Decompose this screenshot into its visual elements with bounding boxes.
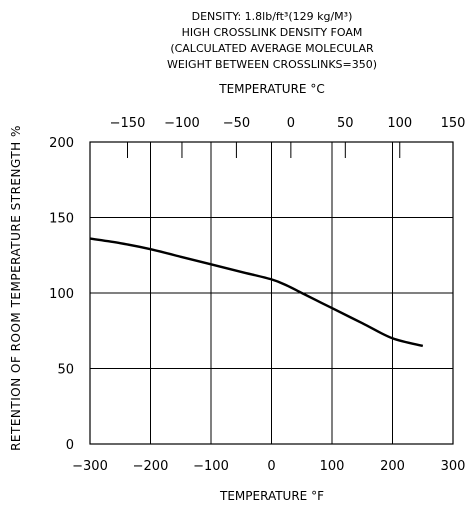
- y-axis-label: RETENTION OF ROOM TEMPERATURE STRENGTH %: [9, 125, 23, 451]
- grid: [89, 141, 454, 445]
- x-tick-label: 200: [380, 459, 405, 474]
- y-tick-label: 150: [49, 212, 74, 227]
- x-tick-label: 100: [320, 459, 345, 474]
- y-tick-label: 100: [49, 287, 74, 302]
- title-line-2: HIGH CROSSLINK DENSITY FOAM: [182, 26, 363, 39]
- top-tick-label: −150: [110, 116, 146, 131]
- top-tick-label: 150: [441, 116, 466, 131]
- series: [89, 237, 424, 348]
- x-tick-label: −100: [193, 459, 229, 474]
- title-line-3: (CALCULATED AVERAGE MOLECULAR: [170, 42, 374, 55]
- top-axis-label: TEMPERATURE °C: [218, 82, 324, 96]
- x-tick-label: −200: [133, 459, 169, 474]
- top-tick-label: 100: [387, 116, 412, 131]
- plot-frame: [89, 141, 454, 445]
- y-tick-label: 200: [49, 136, 74, 151]
- top-axis-ticks: [127, 142, 401, 158]
- title-line-4: WEIGHT BETWEEN CROSSLINKS=350): [167, 58, 377, 71]
- y-tick-label: 0: [66, 438, 74, 453]
- x-tick-label: −300: [72, 459, 108, 474]
- top-tick-label: 50: [337, 116, 354, 131]
- x-tick-label: 0: [267, 459, 275, 474]
- top-tick-label: −50: [223, 116, 250, 131]
- title-line-1: DENSITY: 1.8lb/ft³(129 kg/M³): [192, 10, 353, 23]
- top-tick-label: 0: [287, 116, 295, 131]
- top-axis-tick-labels: −150 −100 −50 0 50 100 150: [110, 116, 466, 131]
- x-tick-label: 300: [441, 459, 466, 474]
- y-axis-tick-labels: 0 50 100 150 200: [49, 136, 74, 453]
- chart-header: DENSITY: 1.8lb/ft³(129 kg/M³) HIGH CROSS…: [167, 10, 377, 96]
- series-line: [89, 237, 424, 348]
- x-axis-tick-labels: −300 −200 −100 0 100 200 300: [72, 459, 465, 474]
- x-axis-label: TEMPERATURE °F: [219, 489, 324, 503]
- top-tick-label: −100: [164, 116, 200, 131]
- y-tick-label: 50: [57, 363, 74, 378]
